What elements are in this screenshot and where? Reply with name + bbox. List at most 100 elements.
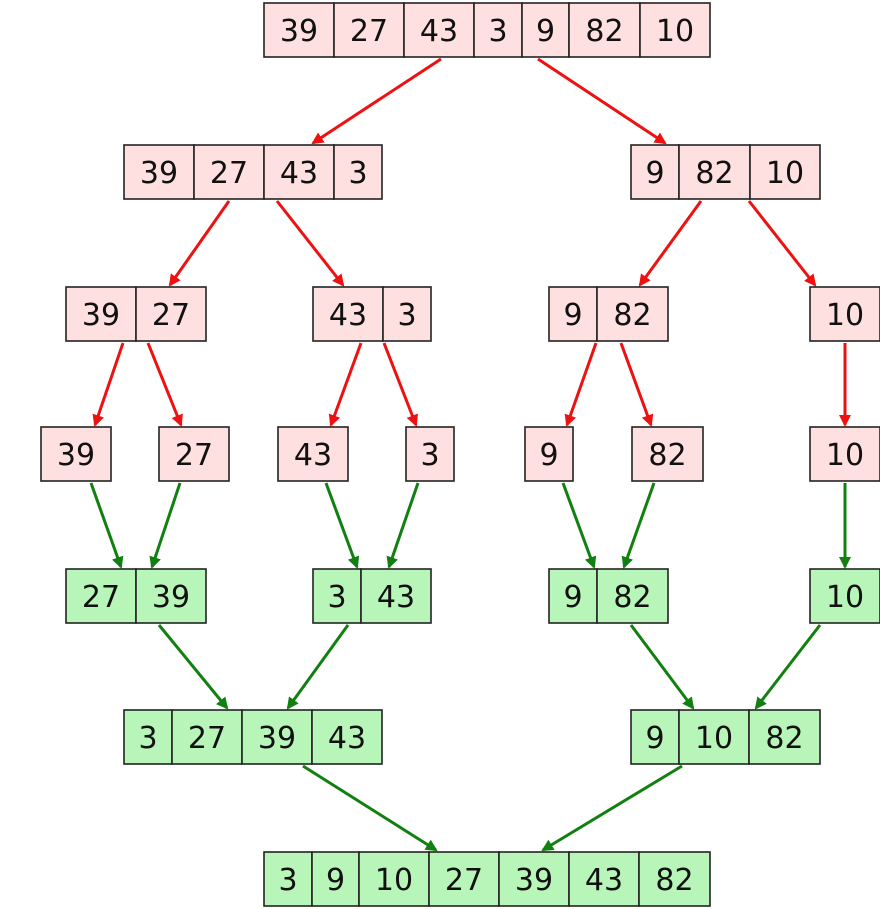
cell-box [263, 851, 313, 907]
cell-value: 9 [563, 298, 582, 333]
cell-box [311, 709, 383, 765]
split-arrow-a0-a2 [537, 57, 667, 145]
cell-box [638, 851, 711, 907]
merge-arrow-a8-a14 [149, 482, 182, 569]
cell-box [749, 144, 821, 200]
split-arrow-a2-a6 [747, 200, 817, 287]
cell-value: 43 [585, 863, 623, 898]
array-cell: 9 [548, 286, 598, 342]
cell-value: 43 [377, 580, 415, 615]
cell-value: 39 [57, 438, 95, 473]
cell-value: 10 [375, 863, 413, 898]
array-cell: 10 [749, 144, 821, 200]
array-cell: 39 [123, 144, 195, 200]
cell-value: 27 [152, 298, 190, 333]
array-cell: 39 [498, 851, 570, 907]
cell-box [158, 426, 230, 482]
cell-box [809, 286, 880, 342]
cell-value: 10 [826, 580, 864, 615]
array-cell: 82 [568, 2, 641, 58]
merged-array-a17: 10 [809, 568, 880, 624]
array-cell: 9 [630, 709, 680, 765]
split-array-a4: 43 3 [312, 286, 432, 342]
split-array-a6: 10 [809, 286, 880, 342]
merged-array-a18: 3 27 39 43 [123, 709, 383, 765]
cell-value: 43 [420, 14, 458, 49]
array-cell: 39 [135, 568, 207, 624]
merge-arrow-a11-a16 [561, 482, 597, 569]
split-arrow-a5-a11 [564, 342, 598, 427]
array-cell: 10 [809, 426, 880, 482]
array-cell: 39 [241, 709, 313, 765]
array-cell: 43 [403, 2, 475, 58]
array-cell: 3 [333, 144, 383, 200]
cell-box [263, 2, 335, 58]
cell-value: 43 [328, 721, 366, 756]
cell-value: 82 [765, 721, 803, 756]
cell-value: 43 [294, 438, 332, 473]
cell-value: 10 [826, 438, 864, 473]
split-array-a13: 10 [809, 426, 880, 482]
split-arrow-a1-a3 [168, 200, 231, 287]
split-array-a1: 39 27 43 3 [123, 144, 383, 200]
array-cell: 82 [631, 426, 704, 482]
merged-array-a15: 3 43 [312, 568, 432, 624]
array-cell: 10 [358, 851, 430, 907]
array-cell: 9 [521, 2, 570, 58]
split-array-a7: 39 [40, 426, 112, 482]
split-arrow-a4-a10 [382, 342, 418, 427]
split-array-a0: 39 27 43 3 9 82 10 [263, 2, 711, 58]
merge-arrow-a14-a18 [157, 624, 229, 710]
split-arrow-a2-a5 [638, 200, 703, 287]
cell-box [360, 568, 432, 624]
array-cell: 82 [596, 568, 669, 624]
array-cell: 9 [548, 568, 598, 624]
cell-box [382, 286, 432, 342]
cell-value: 10 [695, 721, 733, 756]
split-array-a2: 9 82 10 [630, 144, 821, 200]
merge-arrow-a19-a20 [541, 764, 683, 852]
array-cell: 3 [123, 709, 173, 765]
array-cell: 10 [639, 2, 711, 58]
cell-value: 3 [327, 580, 346, 615]
array-cell: 3 [263, 851, 313, 907]
cell-value: 3 [278, 863, 297, 898]
cell-box [568, 2, 641, 58]
array-cell: 43 [568, 851, 640, 907]
cell-value: 27 [350, 14, 388, 49]
cell-box [123, 144, 195, 200]
array-cell: 39 [65, 286, 137, 342]
array-cell: 27 [135, 286, 207, 342]
cell-box [65, 568, 137, 624]
cell-box [405, 426, 455, 482]
cell-box [333, 2, 405, 58]
cell-value: 9 [645, 156, 664, 191]
merge-arrow-a15-a18 [286, 624, 350, 710]
cell-box [312, 286, 384, 342]
merge-arrow-a17-a19 [754, 624, 822, 710]
cell-box [809, 568, 880, 624]
cell-box [548, 286, 598, 342]
array-cell: 3 [405, 426, 455, 482]
cell-value: 43 [329, 298, 367, 333]
array-cell: 39 [263, 2, 335, 58]
array-cell: 27 [333, 2, 405, 58]
split-arrow-a4-a9 [328, 342, 363, 427]
cell-value: 9 [326, 863, 345, 898]
cell-value: 9 [536, 14, 555, 49]
cell-value: 82 [585, 14, 623, 49]
cell-box [524, 426, 574, 482]
array-cell: 82 [748, 709, 821, 765]
array-cell: 27 [428, 851, 500, 907]
cell-box [135, 286, 207, 342]
cell-value: 39 [152, 580, 190, 615]
cell-value: 3 [138, 721, 157, 756]
split-array-a9: 43 [277, 426, 349, 482]
array-cell: 10 [678, 709, 750, 765]
array-cell: 3 [382, 286, 432, 342]
array-cell: 27 [158, 426, 230, 482]
cell-box [277, 426, 349, 482]
cell-box [639, 2, 711, 58]
cell-box [40, 426, 112, 482]
cell-value: 27 [445, 863, 483, 898]
